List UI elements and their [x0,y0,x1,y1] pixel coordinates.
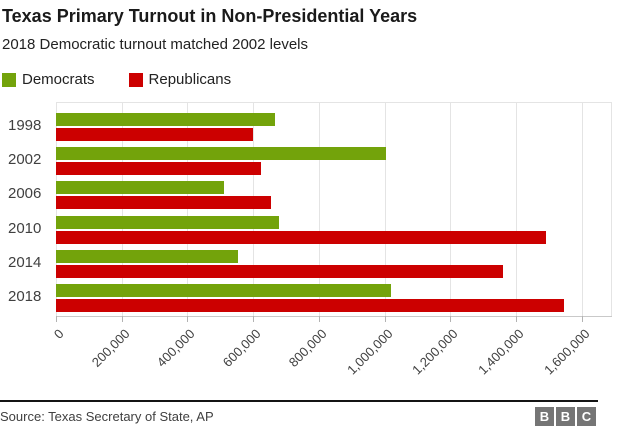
bar-democrats-1998 [56,113,275,126]
chart-title: Texas Primary Turnout in Non-Presidentia… [2,6,418,26]
bar-democrats-2014 [56,249,239,263]
bbc-logo-block-b: B [535,407,554,426]
x-axis-tick [253,316,255,322]
bbc-logo-block-c: C [577,407,596,426]
year-label-2002: 2002 [8,151,42,169]
bar-democrats-2006 [56,181,224,195]
democrats-color-swatch [2,72,16,87]
legend-label-democrats: Democrats [22,71,95,88]
bar-republicans-2010 [56,230,546,244]
gridline [384,103,386,316]
bbc-logo-block-b: B [556,407,575,426]
year-label-2014: 2014 [8,253,42,271]
bar-republicans-2018 [56,299,564,312]
x-axis-tick [318,316,320,322]
gridline [253,103,255,316]
gridline [515,103,517,316]
x-axis-tick [450,316,452,322]
plot-area [56,102,612,317]
bar-republicans-2006 [56,196,272,210]
x-axis-tick [581,316,583,322]
gridline [187,103,189,316]
legend-item-democrats: Democrats [2,71,95,88]
x-axis-tick [187,316,189,322]
republicans-color-swatch [128,72,143,87]
year-label-1998: 1998 [8,117,42,134]
source-text: Source: Texas Secretary of State, AP [0,409,214,424]
legend: Democrats Republicans [2,71,265,88]
year-label-2006: 2006 [8,185,42,203]
x-axis-tick [56,316,57,322]
bar-republicans-1998 [56,128,254,141]
gridline [318,103,320,316]
bar-democrats-2018 [56,284,392,297]
year-label-2018: 2018 [8,288,42,305]
x-axis-tick [515,316,517,322]
legend-item-republicans: Republicans [128,71,232,88]
x-axis-tick [384,316,386,322]
bar-republicans-2014 [56,264,503,278]
bar-chart: 1998 2002 2006 2010 2014 2018 0 200,000 400,000… [0,102,624,402]
footer-divider [0,400,598,402]
bar-democrats-2010 [56,215,280,229]
plot-right-border [611,103,612,316]
x-axis-tick [121,316,123,322]
bar-republicans-2002 [56,162,262,176]
bar-democrats-2002 [56,147,387,161]
year-label-2010: 2010 [8,219,42,237]
legend-label-republicans: Republicans [148,71,232,88]
gridline [121,103,123,316]
chart-subtitle: 2018 Democratic turnout matched 2002 lev… [2,36,309,53]
gridline [56,103,57,316]
gridline [450,103,452,316]
gridline [581,103,583,316]
